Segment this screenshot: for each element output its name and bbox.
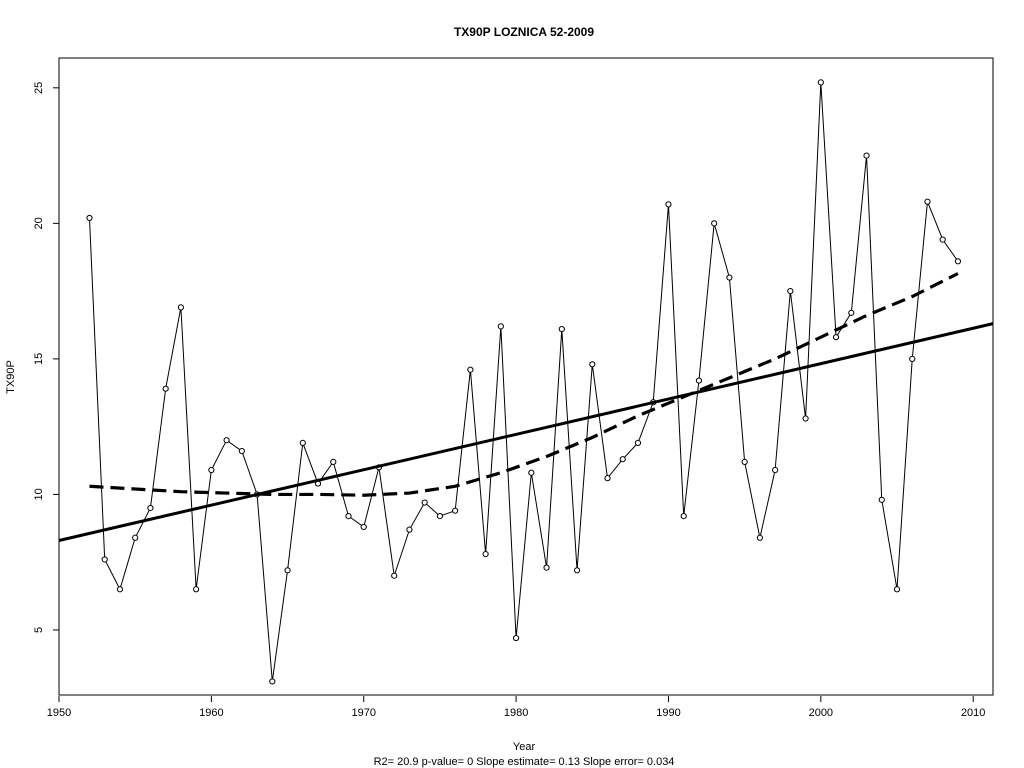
data-point (436, 512, 444, 520)
x-tick-label: 1970 (351, 707, 375, 719)
data-point (147, 504, 154, 512)
data-point (665, 201, 672, 208)
x-tick-label: 2000 (809, 707, 833, 719)
data-point (269, 678, 276, 685)
data-point (116, 586, 124, 593)
data-point (467, 366, 474, 373)
x-tick-label: 2010 (961, 707, 985, 719)
data-point (86, 214, 93, 222)
data-point (193, 586, 200, 593)
data-point (360, 523, 367, 531)
data-point (817, 79, 824, 86)
x-axis-title: Year (513, 741, 536, 753)
data-point (772, 466, 779, 474)
data-point (177, 304, 184, 311)
data-point (695, 377, 703, 384)
data-point (558, 325, 565, 333)
linear-trend-line (58, 322, 994, 542)
data-point (543, 564, 550, 571)
data-point (756, 534, 763, 541)
data-point (954, 258, 962, 265)
data-point (284, 567, 291, 574)
data-point (421, 499, 428, 506)
data-point (391, 572, 398, 579)
data-point (909, 355, 916, 362)
data-point (330, 458, 337, 465)
y-tick-label: 15 (33, 353, 45, 365)
y-tick-label: 25 (33, 82, 45, 94)
data-point (223, 437, 230, 444)
plot-frame (58, 57, 994, 696)
data-point (711, 220, 718, 227)
data-point (787, 288, 794, 295)
data-point (604, 475, 611, 482)
axes-layer: 1950 1960 1970 1980 1990 2000 2010 5 10 15 20 25 (33, 82, 985, 719)
chart-title: TX90P LOZNICA 52-2009 (454, 25, 594, 39)
y-tick-label: 20 (33, 217, 45, 229)
data-point (132, 534, 139, 541)
x-tick-label: 1990 (656, 707, 680, 719)
series-layer (58, 79, 994, 685)
data-point (924, 198, 931, 205)
data-point (619, 456, 626, 463)
smoothed-trend-line (89, 272, 959, 497)
stats-footnote: R2= 20.9 p-value= 0 Slope estimate= 0.13… (374, 756, 675, 768)
data-point (512, 634, 520, 642)
data-point (939, 236, 946, 243)
data-point (238, 447, 245, 455)
data-point (573, 567, 581, 574)
data-point (101, 556, 108, 563)
data-point (406, 526, 413, 533)
data-point (878, 496, 885, 503)
data-point (299, 439, 306, 447)
data-point (802, 415, 809, 422)
data-point (832, 334, 840, 341)
y-tick-label: 5 (33, 627, 45, 633)
data-point (741, 458, 748, 465)
y-axis-title: TX90P (5, 360, 17, 394)
data-point (726, 274, 733, 281)
x-tick-label: 1980 (504, 707, 528, 719)
y-tick-label: 10 (33, 488, 45, 500)
data-point (893, 586, 901, 593)
data-point (634, 439, 642, 447)
data-point (452, 507, 459, 514)
data-point (162, 385, 169, 392)
data-point (863, 152, 870, 159)
data-point (680, 512, 687, 520)
data-point (848, 309, 855, 316)
data-point (345, 512, 352, 520)
data-point (589, 361, 596, 368)
data-point (528, 469, 535, 476)
data-point (482, 550, 489, 558)
x-tick-label: 1950 (47, 707, 71, 719)
observed-series-line (88, 82, 959, 682)
data-point (208, 466, 215, 474)
data-point (497, 323, 504, 330)
x-tick-label: 1960 (199, 707, 223, 719)
